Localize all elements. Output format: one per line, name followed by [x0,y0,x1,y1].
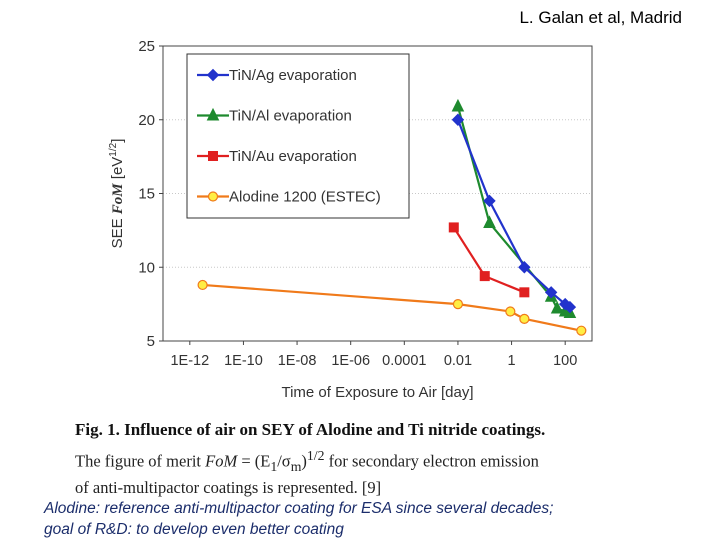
series-3-point [479,271,490,282]
series-1-point [518,261,531,274]
caption-eq: = (E [241,451,271,471]
caption-sub1: 1 [270,458,278,474]
y-tick-label: 10 [138,259,155,276]
series-1-point [451,113,465,126]
legend-marker-3 [208,151,218,161]
series-2-point [451,98,465,112]
legend-marker-1 [206,68,220,82]
legend-marker-4 [207,191,219,202]
series-4-point [505,306,516,317]
legend-marker-2 [206,107,220,121]
y-tick-label: 15 [138,186,155,203]
x-tick-label: 1 [508,353,516,369]
figure-caption-line-1: The figure of merit FoM = (E1/σm)1/2 for… [75,448,715,475]
series-2-point [550,300,564,314]
series-3-point [519,287,530,298]
y-tick-label: 25 [138,38,155,55]
legend-label-4: Alodine 1200 (ESTEC) [229,189,381,206]
series-4-point [452,299,464,310]
x-tick-label: 1E-06 [331,353,370,369]
series-1-point [483,194,496,208]
figure-caption-line-2: of anti-multipactor coatings is represen… [75,478,382,497]
series-3-point [448,222,459,233]
series-4-point [197,279,208,291]
y-tick-label: 20 [138,112,155,129]
x-tick-label: 100 [553,353,577,369]
figure-label: Fig. 1. [75,420,120,439]
figure-caption-title: Fig. 1. Influence of air on SEY of Alodi… [75,420,715,440]
author-credit: L. Galan et al, Madrid [519,8,682,27]
see-fom-chart: 5 10 15 20 25 1E-12 1E-10 1E-08 1E-06 0.0001 0.01 1… [108,38,593,401]
legend-box [186,53,410,219]
caption-text-pre: The figure of merit [75,451,201,471]
legend-label-2: TiN/Al evaporation [229,108,352,125]
y-tick-label: 5 [147,333,155,350]
x-tick-label: 0.01 [444,353,472,369]
note-line-1: Alodine: reference anti-multipactor coat… [44,500,554,517]
note-line-2: goal of R&D: to develop even better coat… [44,521,344,538]
x-axis-label: Time of Exposure to Air [day] [281,384,473,401]
caption-slash: /σ [277,451,291,471]
series-4-point [519,313,530,324]
x-tick-label: 1E-08 [278,353,317,369]
caption-close: ) [301,451,307,471]
series-1-point [544,286,558,299]
legend-label-1: TiN/Ag evaporation [229,67,357,84]
caption-sub2: m [290,458,302,474]
x-tick-label: 1E-12 [170,353,209,369]
series-1-point [563,300,577,314]
legend-label-3: TiN/Au evaporation [229,148,357,165]
y-axis-label: SEE FoM [eV1/2] [108,139,126,249]
series-4-point [576,325,587,336]
figure-title: Influence of air on SEY of Alodine and T… [124,420,546,439]
series-2-point [483,215,496,228]
caption-fom: FoM [205,451,238,471]
x-tick-label: 1E-10 [224,353,263,369]
x-tick-label: 0.0001 [382,353,426,369]
caption-exp: 1/2 [306,448,325,463]
caption-text-post: for secondary electron emission [328,451,539,471]
